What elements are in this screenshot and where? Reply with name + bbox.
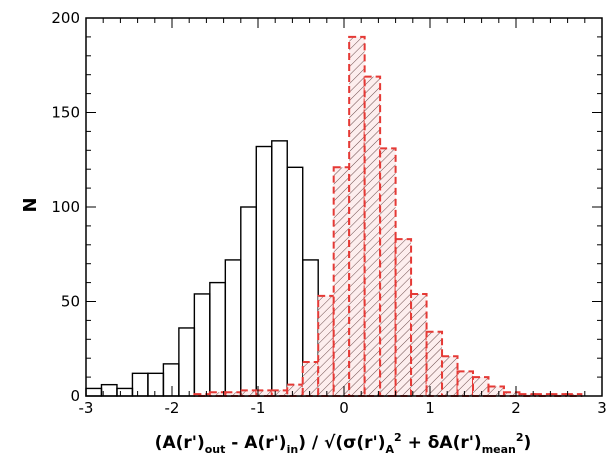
y-tick-labels: 0 50 100 150 200 — [51, 9, 80, 405]
histogram-bar — [286, 166, 304, 397]
x-tick-label: -1 — [251, 399, 266, 417]
x-tick-label: 1 — [425, 399, 435, 417]
histogram-bar — [178, 327, 196, 397]
histogram-bar — [271, 140, 288, 397]
histogram-bar — [487, 385, 505, 397]
histogram-bar — [131, 372, 149, 397]
x-axis-label-part: ) / √(σ(r') — [298, 433, 385, 453]
x-axis-label-part: mean — [482, 443, 516, 456]
x-axis-label-part: in — [287, 443, 299, 456]
x-axis-label-part: A — [385, 443, 394, 456]
x-tick-label: -3 — [79, 399, 94, 417]
y-axis-label: N — [20, 197, 41, 212]
histogram-bar — [100, 383, 118, 397]
x-axis-label: (A(r')out - A(r')in) / √(σ(r')A2 + δA(r'… — [155, 431, 532, 456]
histogram-bar — [410, 292, 428, 397]
histogram-bar — [379, 147, 397, 397]
histogram-bar — [255, 145, 273, 397]
histogram-bar — [394, 238, 413, 397]
histogram-bar — [85, 387, 103, 397]
red-histogram-series — [193, 35, 583, 398]
x-axis-label-part: - A(r') — [225, 433, 286, 453]
y-tick-label: 150 — [51, 104, 80, 122]
histogram-bar — [425, 330, 444, 397]
x-tick-label: 0 — [339, 399, 349, 417]
histogram-bar — [239, 389, 258, 397]
x-axis-label-part: 2 — [394, 431, 402, 444]
x-axis-label-part: (A(r') — [155, 433, 205, 453]
histogram-bar — [255, 389, 273, 397]
histogram-bar — [193, 293, 211, 397]
histogram-bar — [240, 206, 257, 397]
histogram-bar — [286, 383, 304, 398]
x-tick-label: 3 — [597, 399, 607, 417]
histogram-bar — [270, 389, 289, 397]
x-axis-label-part: 2 — [516, 431, 524, 444]
y-tick-label: 50 — [61, 293, 80, 311]
y-tick-label: 200 — [51, 9, 80, 27]
histogram-bar — [209, 281, 227, 397]
histogram-bar — [116, 387, 134, 397]
y-tick-label: 100 — [51, 198, 80, 216]
histogram-bar — [317, 294, 335, 397]
histogram-bar — [456, 370, 474, 397]
x-tick-label: -2 — [165, 399, 180, 417]
histogram-bar — [441, 355, 459, 397]
axis-ticks — [85, 17, 603, 397]
histogram-bar — [348, 35, 366, 398]
y-tick-label: 0 — [70, 387, 80, 405]
x-axis-label-part: + δA(r') — [402, 433, 482, 453]
histogram-bar — [363, 75, 382, 397]
histogram-bar — [301, 360, 320, 398]
x-axis-label-part: out — [205, 443, 226, 456]
histogram-bar — [472, 376, 490, 398]
histogram-bar — [147, 372, 165, 397]
x-axis-label-part: ) — [524, 433, 532, 453]
histogram-bar — [332, 166, 351, 397]
histogram-bar — [162, 363, 180, 397]
x-tick-label: 2 — [511, 399, 521, 417]
x-tick-labels: -3 -2 -1 0 1 2 3 — [79, 399, 607, 417]
histogram-bar — [224, 259, 242, 397]
